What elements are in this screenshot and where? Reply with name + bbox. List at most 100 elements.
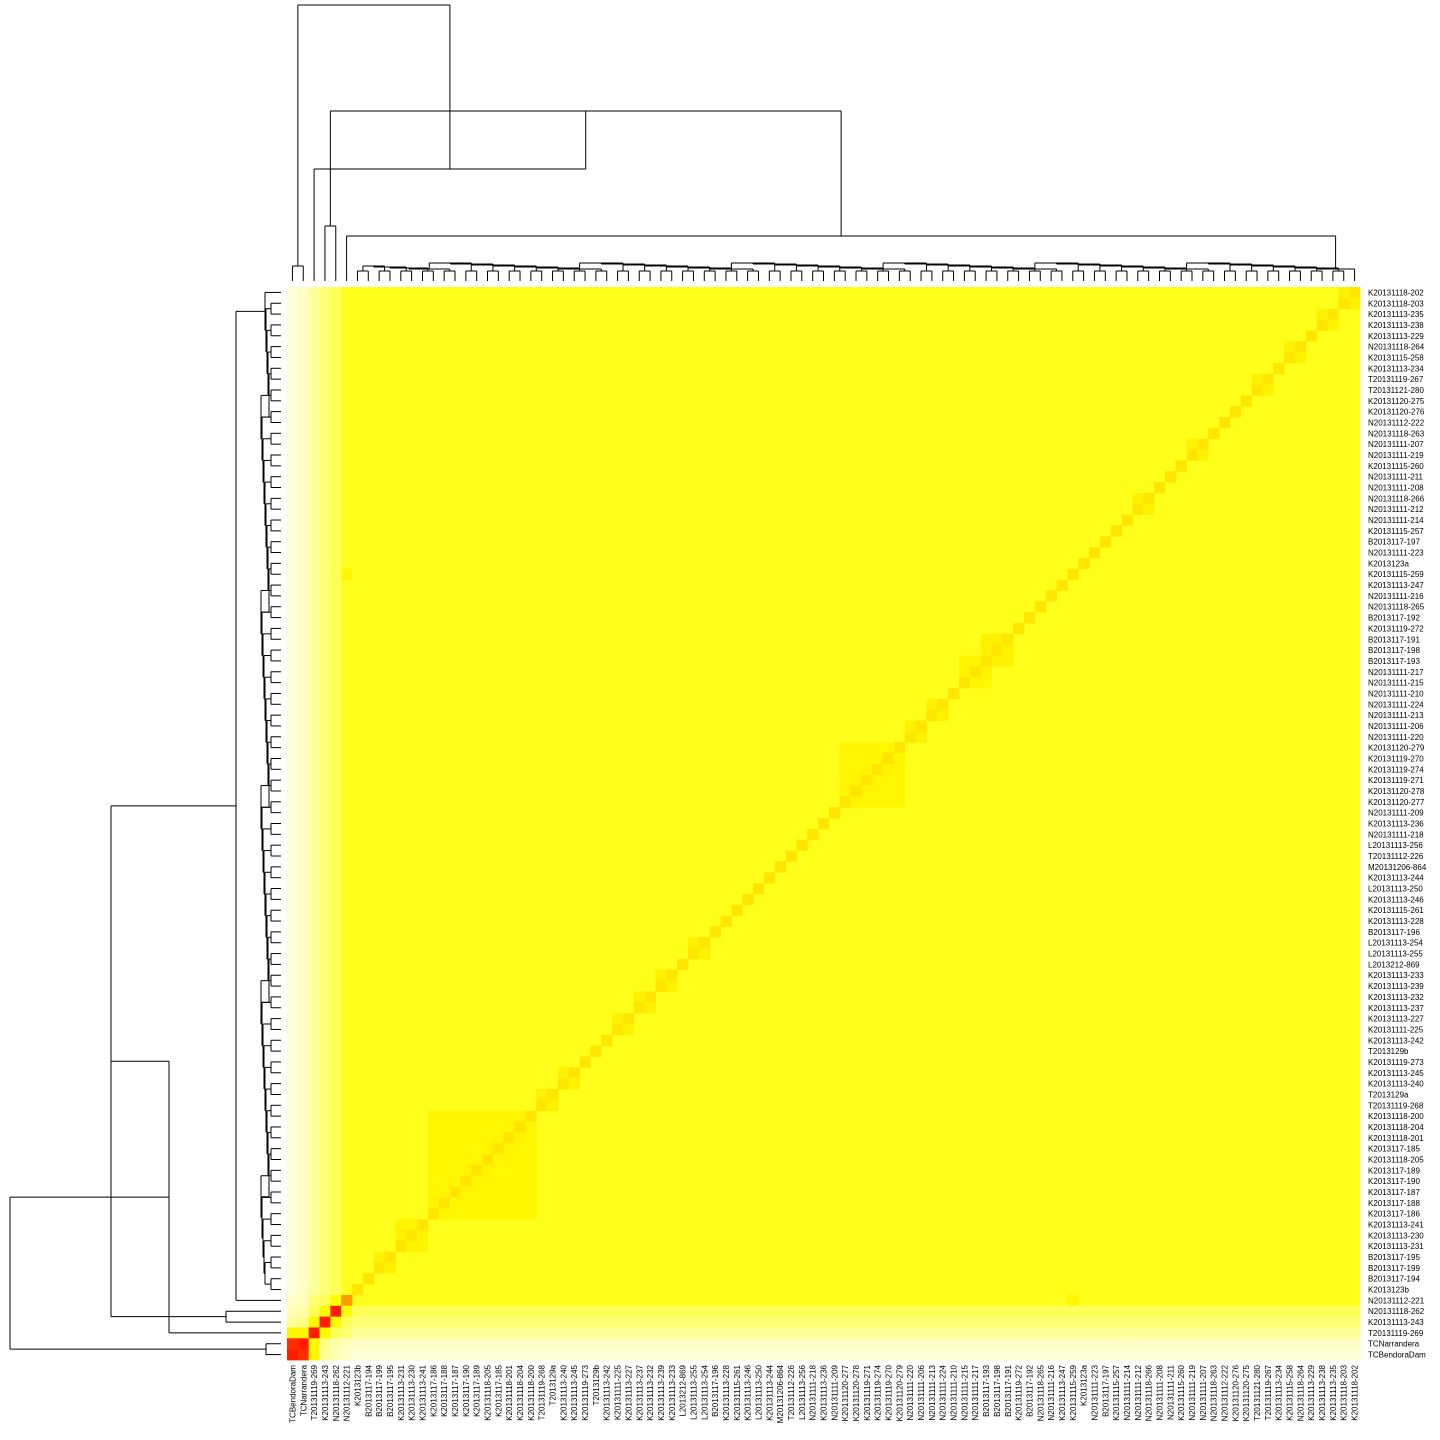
heatmap-cell [417,1219,429,1231]
heatmap-cell [1316,1327,1328,1339]
heatmap-cell [482,1121,494,1133]
heatmap-cell [1251,1349,1263,1361]
heatmap-cell [319,731,331,743]
heatmap-cell [319,1197,331,1209]
heatmap-cell [904,1305,917,1318]
heatmap-cell [937,1338,949,1350]
row-label: K2013117-188 [1368,1199,1420,1208]
column-label: K20131113-241 [418,1364,427,1420]
heatmap-cell [861,785,873,797]
column-label: K20131120-278 [852,1364,861,1421]
heatmap-cell [482,1316,494,1328]
heatmap-cell [319,287,331,299]
heatmap-cell [319,590,331,602]
heatmap-cell [287,525,299,537]
heatmap-cell [1186,1305,1198,1318]
row-label: K20131120-279 [1368,744,1425,753]
heatmap-cell [1034,1338,1047,1350]
heatmap-cell [536,1099,548,1112]
heatmap-cell [287,1338,299,1350]
heatmap-cell [319,1121,331,1133]
heatmap-cell [904,1349,917,1361]
heatmap-cell [1208,1316,1220,1328]
heatmap-cell [460,1316,472,1328]
heatmap-cell [861,1349,873,1361]
heatmap-cell [319,1154,331,1166]
heatmap-cell [406,1219,418,1231]
heatmap-cell [1273,1327,1285,1339]
heatmap-cell [612,1349,624,1361]
heatmap-cell [547,1089,559,1101]
heatmap-cell [330,1273,342,1285]
row-label: T20131121-280 [1368,386,1424,395]
heatmap-cell [308,514,320,526]
heatmap-cell [330,417,342,429]
heatmap-cell [1164,1349,1177,1361]
heatmap-cell [330,1327,342,1339]
heatmap-cell [633,1316,646,1328]
heatmap-cell [720,1327,732,1339]
heatmap-cell [633,1349,646,1361]
row-label: T2013129b [1368,1047,1409,1056]
heatmap-cell [883,796,895,808]
heatmap-cell [308,1262,320,1274]
column-label: K20131118-200 [527,1364,536,1420]
heatmap-cell [1045,1349,1057,1361]
heatmap-cell [330,1240,342,1253]
heatmap-cell [633,991,646,1003]
heatmap-cell [850,763,862,776]
heatmap-cell [958,666,971,678]
heatmap-cell [449,1208,461,1220]
column-label: M20131206-864 [776,1364,785,1423]
heatmap-cell [319,1002,331,1014]
column-label: K20131118-203 [1340,1364,1349,1420]
heatmap-cell [297,362,310,375]
heatmap-cell [1262,384,1274,396]
row-label: K2013117-187 [1368,1188,1420,1197]
heatmap-cell [622,1327,635,1339]
heatmap-cell [460,1305,472,1318]
heatmap-cell [330,883,342,895]
heatmap-cell [1002,1338,1014,1350]
heatmap-cell [1099,1316,1112,1328]
heatmap-cell [904,1338,917,1350]
heatmap-cell [319,612,331,624]
heatmap-cell [948,1338,960,1350]
heatmap-cell [1002,655,1014,667]
heatmap-cell [460,1338,472,1350]
heatmap-cell [297,839,310,851]
heatmap-cell [1143,492,1155,505]
heatmap-cell [330,514,342,526]
column-label: K2013117-190 [462,1364,471,1416]
heatmap-cell [839,1338,851,1350]
row-label: K20131115-260 [1368,462,1424,471]
heatmap-cell [287,883,299,895]
heatmap-cell [319,1078,331,1090]
heatmap-cell [1251,1327,1263,1339]
column-dendrogram [291,4,1356,281]
heatmap-cell [449,1175,461,1187]
heatmap-cell [308,427,320,440]
heatmap-cell [319,297,331,310]
heatmap-cell [482,1338,494,1350]
row-label: N20131112-222 [1368,418,1425,427]
heatmap-cell [287,1078,299,1090]
heatmap-cell [297,1089,310,1101]
heatmap-cell [297,612,310,624]
heatmap-cell [308,341,320,353]
heatmap-cell [1013,622,1025,635]
heatmap-cell [893,753,906,765]
heatmap-cell [818,1349,830,1361]
heatmap-cell [308,698,320,711]
heatmap-cell [308,612,320,624]
heatmap-cell [330,1251,342,1263]
heatmap-cell [937,1305,949,1318]
heatmap-cell [980,1327,992,1339]
heatmap-cell [319,482,331,494]
heatmap-cell [557,1338,570,1350]
heatmap-cell [287,395,299,407]
heatmap-cell [1089,1349,1101,1361]
heatmap-cell [352,1316,364,1328]
heatmap-cell [330,958,342,971]
column-label: B2013117-191 [1004,1364,1013,1416]
